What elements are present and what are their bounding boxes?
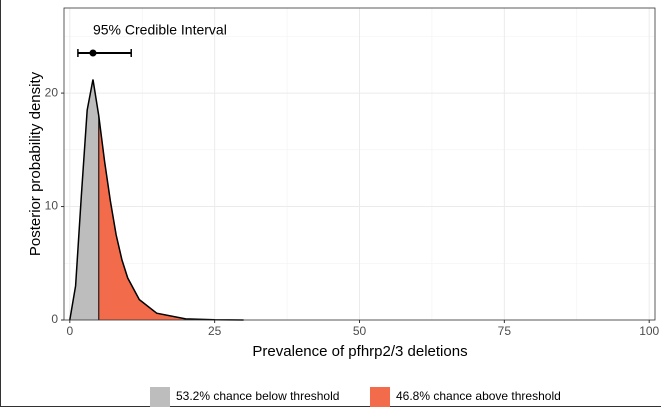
x-tick-label: 75 <box>498 324 512 338</box>
x-tick-label: 0 <box>66 324 73 338</box>
legend-label: 46.8% chance above threshold <box>396 389 561 403</box>
x-axis-title: Prevalence of pfhrp2/3 deletions <box>252 343 467 360</box>
panel-border <box>63 7 656 321</box>
y-axis-title: Posterior probability density <box>27 71 44 256</box>
credible-interval-label: 95% Credible Interval <box>93 22 227 38</box>
y-tick-label: 10 <box>45 199 59 213</box>
legend-swatch <box>370 387 390 407</box>
credible-interval-estimate <box>89 49 97 57</box>
x-tick-label: 50 <box>353 324 367 338</box>
density-region <box>98 115 244 320</box>
density-region <box>69 79 99 320</box>
y-tick-label: 0 <box>51 312 58 326</box>
x-tick-label: 100 <box>639 324 659 338</box>
y-tick-label: 20 <box>45 85 59 99</box>
x-tick-label: 25 <box>208 324 222 338</box>
density-line <box>69 79 244 321</box>
legend-swatch <box>150 387 170 407</box>
legend-label: 53.2% chance below threshold <box>176 389 339 403</box>
